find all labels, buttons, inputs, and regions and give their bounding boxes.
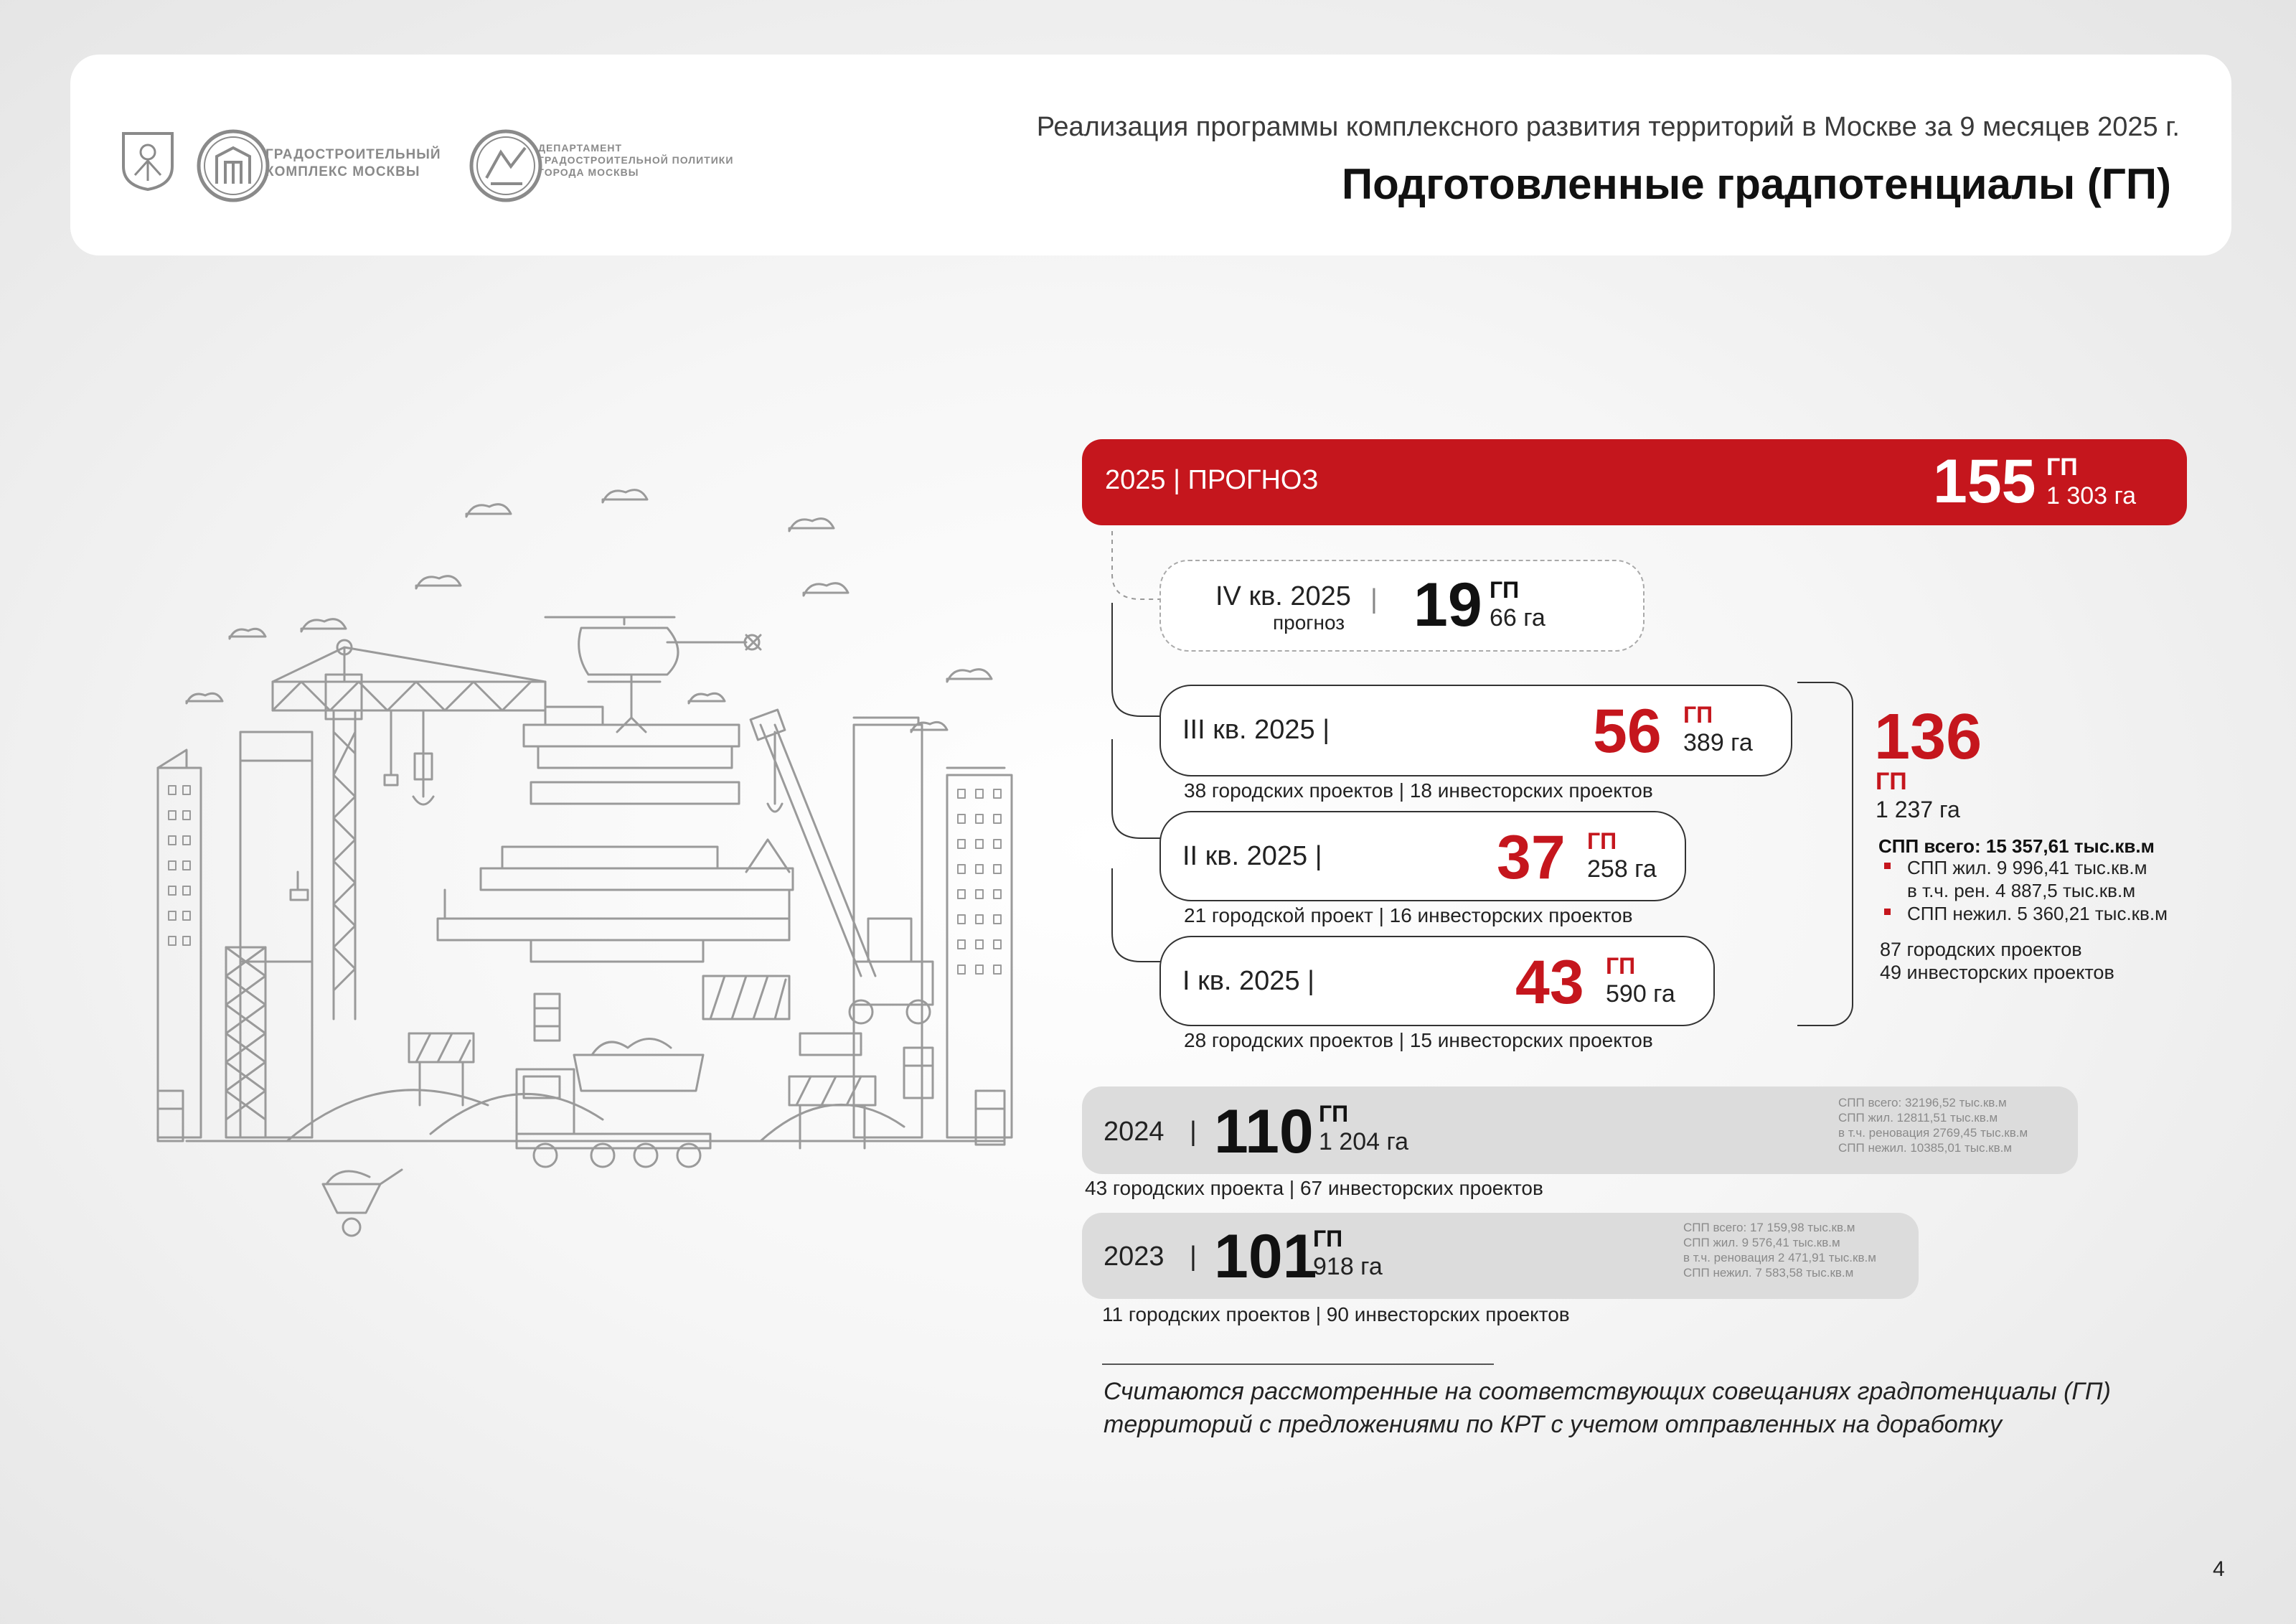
year-2024-unit: ГП	[1319, 1101, 1349, 1127]
total-bracket	[1797, 682, 1853, 1026]
q1-unit: ГП	[1606, 953, 1636, 979]
bullet-icon	[1884, 909, 1891, 915]
forecast-2025-bar: 2025 | ПРОГНОЗ 155 ГП 1 303 га	[1082, 439, 2187, 525]
timeline-connector	[1111, 531, 1161, 962]
page-number: 4	[2213, 1557, 2225, 1581]
moscow-coat-of-arms-icon	[122, 132, 174, 191]
footnote-divider	[1102, 1363, 1494, 1365]
q1-card: I кв. 2025 | 43 ГП 590 га	[1159, 936, 1715, 1026]
q2-label: II кв. 2025 |	[1182, 841, 1322, 871]
forecast-label: 2025 | ПРОГНОЗ	[1105, 465, 1319, 495]
q2-unit: ГП	[1587, 828, 1617, 854]
year-2023-spp: СПП всего: 17 159,98 тыс.кв.м СПП жил. 9 …	[1683, 1221, 1876, 1280]
q4-area: 66 га	[1490, 604, 1545, 632]
bullet-icon	[1884, 863, 1891, 869]
q1-projects: 28 городских проектов | 15 инвесторских …	[1184, 1029, 1653, 1051]
logo2-text: ДЕПАРТАМЕНТ ГРАДОСТРОИТЕЛЬНОЙ ПОЛИТИКИ Г…	[538, 142, 734, 178]
year-2023-sep: |	[1190, 1242, 1197, 1272]
q3-card: III кв. 2025 | 56 ГП 389 га	[1159, 685, 1792, 776]
total-value: 136	[1874, 701, 1982, 773]
q1-label: I кв. 2025 |	[1182, 966, 1315, 996]
page-subtitle: Реализация программы комплексного развит…	[1036, 112, 2180, 142]
q4-sep: |	[1370, 584, 1378, 614]
forecast-unit: ГП	[2046, 454, 2078, 481]
q4-value: 19	[1413, 571, 1482, 639]
year-2023-projects: 11 городских проектов | 90 инвесторских …	[1102, 1303, 1570, 1325]
q3-label: III кв. 2025 |	[1182, 715, 1330, 745]
spp-item: СПП жил. 9 996,41 тыс.кв.м	[1907, 857, 2147, 878]
total-projects: 87 городских проектов	[1880, 939, 2082, 960]
year-2023-bar: 2023 | 101 ГП 918 га СПП всего: 17 159,9…	[1082, 1213, 1919, 1299]
year-2024-value: 110	[1214, 1097, 1314, 1166]
year-2024-bar: 2024 | 110 ГП 1 204 га СПП всего: 32196,…	[1082, 1086, 2078, 1174]
q3-projects: 38 городских проектов | 18 инвесторских …	[1184, 779, 1653, 802]
total-unit: ГП	[1876, 768, 1907, 795]
q2-area: 258 га	[1587, 855, 1657, 883]
spp-header: СПП всего: 15 357,61 тыс.кв.м	[1878, 835, 2155, 857]
year-2024-spp: СПП всего: 32196,52 тыс.кв.м СПП жил. 128…	[1838, 1096, 2028, 1155]
q4-label: IV кв. 2025	[1215, 581, 1351, 611]
header-card: ГРАДОСТРОИТЕЛЬНЫЙ КОМПЛЕКС МОСКВЫ ДЕПАРТ…	[70, 55, 2231, 255]
department-logo-icon	[469, 129, 542, 202]
spp-item: в т.ч. рен. 4 887,5 тыс.кв.м	[1907, 880, 2136, 901]
q3-area: 389 га	[1683, 729, 1753, 756]
q4-forecast-card: IV кв. 2025 прогноз | 19 ГП 66 га	[1159, 560, 1645, 652]
logo1-text: ГРАДОСТРОИТЕЛЬНЫЙ КОМПЛЕКС МОСКВЫ	[265, 147, 441, 179]
page-title: Подготовленные градпотенциалы (ГП)	[1342, 160, 2171, 208]
year-2024-sep: |	[1190, 1117, 1197, 1147]
forecast-value: 155	[1933, 447, 2036, 516]
year-2023-value: 101	[1214, 1222, 1317, 1291]
year-2023-area: 918 га	[1313, 1253, 1383, 1280]
total-area: 1 237 га	[1876, 797, 1960, 822]
q3-value: 56	[1593, 697, 1662, 766]
grad-complex-logo-icon	[197, 129, 270, 202]
year-2024-label: 2024	[1104, 1117, 1165, 1147]
q3-unit: ГП	[1683, 702, 1713, 728]
construction-site-illustration	[156, 489, 1013, 1237]
q2-projects: 21 городской проект | 16 инвесторских пр…	[1184, 904, 1633, 926]
q1-area: 590 га	[1606, 980, 1675, 1008]
q1-value: 43	[1515, 948, 1584, 1017]
total-projects: 49 инвесторских проектов	[1880, 962, 2114, 983]
year-2024-projects: 43 городских проекта | 67 инвесторских п…	[1085, 1177, 1543, 1199]
q4-sub: прогноз	[1273, 611, 1345, 634]
year-2023-unit: ГП	[1313, 1226, 1343, 1252]
spp-item: СПП нежил. 5 360,21 тыс.кв.м	[1907, 903, 2168, 924]
year-2024-area: 1 204 га	[1319, 1128, 1409, 1155]
forecast-area: 1 303 га	[2046, 482, 2137, 510]
footnote: Считаются рассмотренные на соответствующ…	[1104, 1378, 2111, 1438]
q2-value: 37	[1497, 823, 1566, 892]
year-2023-label: 2023	[1104, 1242, 1165, 1272]
q4-unit: ГП	[1490, 577, 1520, 603]
q2-card: II кв. 2025 | 37 ГП 258 га	[1159, 811, 1686, 901]
